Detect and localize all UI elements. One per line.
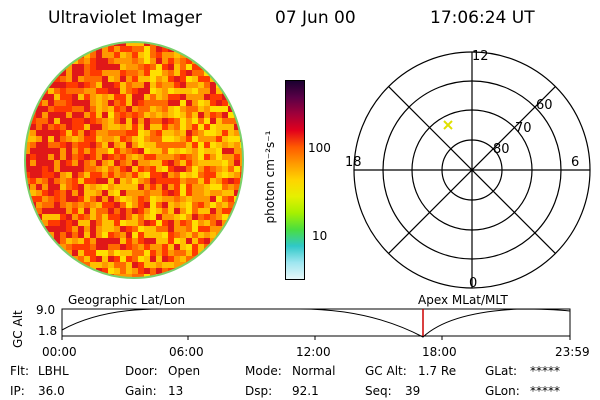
mlt-label-0: 0 [469, 276, 477, 290]
xtick-0000: 00:00 [42, 345, 77, 359]
glon-label: GLon: [485, 384, 520, 398]
altitude-curve [61, 308, 571, 338]
glon-value: ***** [530, 384, 560, 398]
xtick-1800: 18:00 [422, 345, 457, 359]
mlt-diagonal-2 [388, 86, 556, 254]
colorbar-tick-10: 10 [312, 229, 328, 243]
disk-pixels [25, 42, 243, 278]
timeline-left-title: Geographic Lat/Lon [68, 293, 185, 307]
lat-label-70: 70 [515, 121, 532, 136]
timeline-frame [61, 308, 571, 337]
lat-label-80: 80 [493, 142, 510, 157]
ip-value: 36.0 [38, 384, 65, 398]
gcalt-label: GC Alt: [365, 364, 407, 378]
xtick-0600: 06:00 [169, 345, 204, 359]
door-label: Door: [125, 364, 158, 378]
glat-value: ***** [530, 364, 560, 378]
lat-label-60: 60 [536, 98, 553, 113]
gain-label: Gain: [125, 384, 157, 398]
timeline-ylabel: GC Alt [11, 310, 25, 348]
mode-label: Mode: [245, 364, 282, 378]
door-value: Open [168, 364, 201, 378]
gain-value: 13 [168, 384, 184, 398]
mlt-label-12: 12 [472, 49, 489, 64]
dsp-label: Dsp: [245, 384, 273, 398]
orbit-timeline: Geographic Lat/Lon Apex MLat/MLT 9.0 1.8… [11, 293, 590, 359]
mode-value: Normal [292, 364, 336, 378]
ip-label: IP: [10, 384, 25, 398]
colorbar-unit-label: photon cm⁻²s⁻¹ [263, 130, 277, 224]
mlt-label-6: 6 [571, 155, 579, 170]
dsp-value: 92.1 [292, 384, 319, 398]
ytick-bottom: 1.8 [38, 324, 57, 338]
flt-label: Flt: [10, 364, 29, 378]
mlt-label-18: 18 [345, 155, 362, 170]
disk-limb [24, 41, 244, 279]
date-label: 07 Jun 00 [275, 8, 356, 28]
glat-label: GLat: [485, 364, 518, 378]
xtick-1200: 12:00 [296, 345, 331, 359]
uvi-image-disk [24, 41, 244, 279]
gcalt-value: 1.7 Re [418, 364, 457, 378]
timeline-right-title: Apex MLat/MLT [418, 293, 508, 307]
time-label: 17:06:24 UT [430, 8, 535, 28]
xtick-2359: 23:59 [555, 345, 590, 359]
instrument-title: Ultraviolet Imager [48, 8, 202, 28]
seq-value: 39 [405, 384, 421, 398]
seq-label: Seq: [365, 384, 392, 398]
colorbar [285, 80, 305, 280]
polar-mlt-plot: 12 0 18 6 60 70 80 [345, 49, 591, 290]
ytick-top: 9.0 [36, 303, 55, 317]
flt-value: LBHL [38, 364, 69, 378]
satellite-position-marker [443, 120, 453, 130]
colorbar-tick-100: 100 [308, 141, 331, 155]
